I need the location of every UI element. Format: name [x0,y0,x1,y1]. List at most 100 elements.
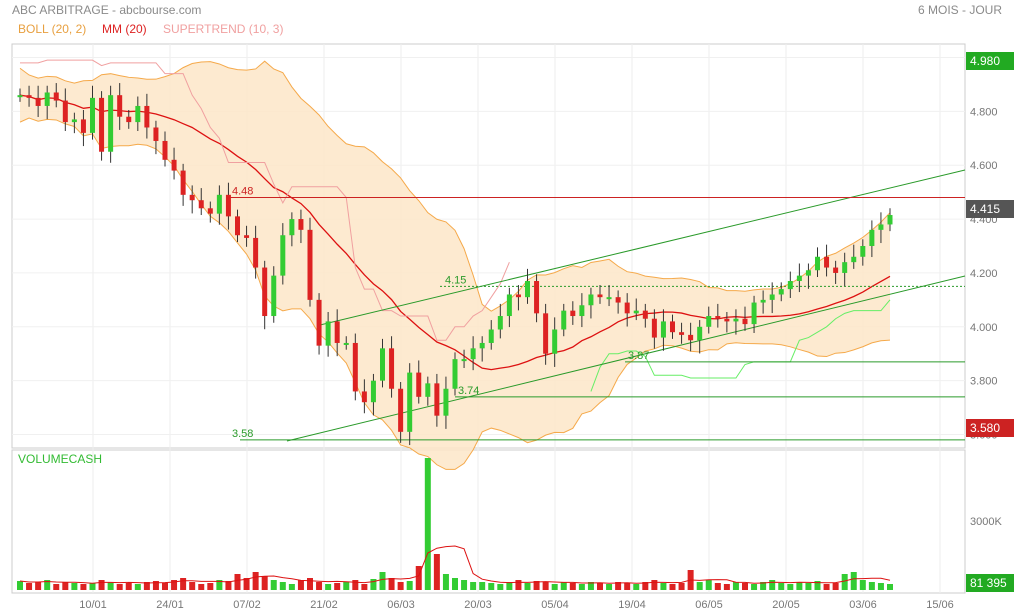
volume-bar [62,582,69,590]
candle-body [488,329,494,343]
candle-body [660,321,666,338]
candle-body [117,95,123,117]
max-price-badge-bg [966,52,1014,70]
candle-body [860,246,866,257]
price-tick-label: 4.800 [970,106,998,118]
date-tick-label: 05/04 [541,599,569,611]
volume-bar [841,574,848,590]
candle-body [869,229,875,246]
candle-body [552,329,558,354]
volume-panel [11,449,966,594]
candle-body [325,321,331,346]
trend-channel-upper [319,169,966,326]
candle-body [17,95,23,98]
candle-body [570,310,576,317]
candle-body [443,388,449,416]
volume-bar [877,583,884,590]
volume-bar [488,583,495,590]
volume-bar [542,582,549,590]
volume-bar [497,584,504,590]
period-label: 6 MOIS - JOUR [918,3,1002,17]
volume-bar [234,574,241,590]
legend-boll: BOLL (20, 2) [18,22,86,36]
candle-body [253,237,259,268]
candle-body [534,281,540,314]
volume-bar [352,580,359,590]
date-tick-label: 07/02 [233,599,261,611]
volume-bar [107,582,114,590]
candle-body [398,388,404,432]
candle-body [289,219,295,236]
supertrend-up-line [590,299,891,392]
volume-bar [379,572,386,590]
volume-bar [334,583,341,590]
volume-bar [506,582,513,590]
candle-body [742,318,748,325]
level-label: 4.15 [445,274,466,286]
volume-bar [297,580,304,590]
candle-body [53,92,59,101]
date-tick-label: 24/01 [156,599,184,611]
volume-bar [587,582,594,590]
volume-bar [162,583,168,590]
volume-bar [361,584,368,590]
volume-bar [633,584,640,590]
volume-bar [180,578,187,590]
volume-bar [705,580,712,590]
price-panel [11,43,966,449]
volume-bar [261,576,268,590]
candles [17,83,893,446]
volume-bar [53,584,60,590]
volume-bar [642,582,649,590]
candle-body [651,318,657,338]
last-volume-badge-bg [966,574,1014,592]
candle-body [525,281,530,298]
date-tick-label: 03/06 [849,599,877,611]
volume-bar [615,582,622,590]
candle-body [769,294,775,300]
volume-bar [171,580,178,590]
volume-bar [243,578,250,590]
volume-bar [778,583,785,590]
candle-body [796,275,802,282]
candle-body [633,310,639,314]
candle-body [334,321,340,343]
candle-body [298,219,304,230]
volume-bar [152,581,159,590]
volume-bar [461,580,468,590]
volume-bar [850,572,857,590]
candle-body [370,380,376,403]
volume-bar [288,584,295,590]
volume-bar [270,580,277,590]
volume-bar [515,580,522,590]
volume-bar [80,584,87,590]
candle-body [715,316,721,319]
bollinger-fill [20,61,890,470]
candle-body [44,92,50,106]
volume-average-line [19,545,891,584]
candle-body [198,200,204,209]
level-label: 3.58 [232,428,253,440]
candle-body [461,359,467,362]
candle-body [506,294,512,317]
volume-bar [732,582,739,590]
volume-bar [17,581,23,590]
volume-bar [207,583,214,590]
date-tick-label: 20/03 [464,599,492,611]
candle-body [380,348,385,381]
price-tick-label: 4.000 [970,322,998,334]
price-tick-label: 4.600 [970,160,998,172]
volume-bar [887,584,893,590]
candle-body [688,334,694,341]
candle-body [26,95,32,98]
volume-bar [669,584,676,590]
candle-body [35,97,41,106]
volume-bar [452,578,458,590]
volume-bar [134,584,141,590]
volume-bar [760,582,767,590]
candle-body [235,216,240,236]
volume-bar [624,583,631,590]
volume-bar [723,584,730,590]
volume-bar [225,581,232,590]
